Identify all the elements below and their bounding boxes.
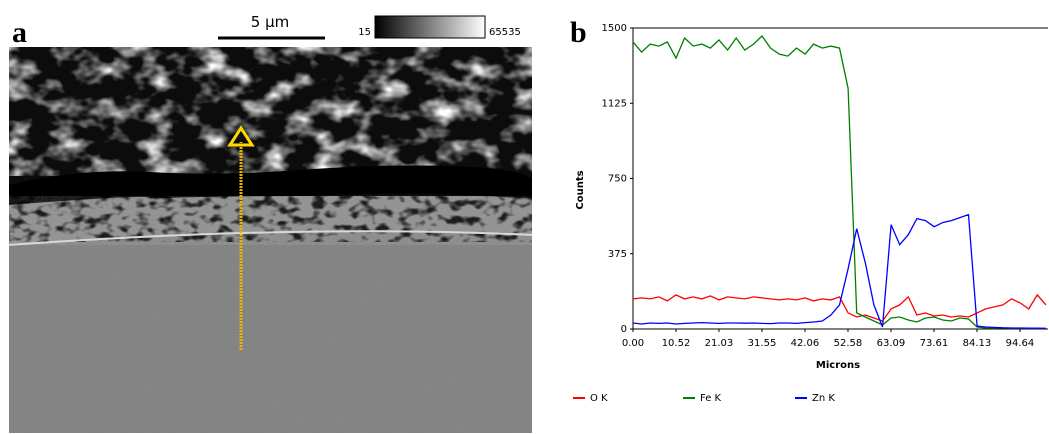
panel-label: b [570,16,587,49]
x-tick-label: 94.64 [1006,338,1035,349]
x-tick-label: 10.52 [662,338,691,349]
legend-label: Fe K [700,393,722,404]
x-tick-label: 73.61 [920,338,949,349]
y-tick-label: 375 [608,249,627,260]
scan-arrow [227,125,255,147]
x-tick-label: 52.58 [834,338,863,349]
data-line [632,213,1046,330]
micrograph [8,46,533,434]
legend-label: Zn K [812,393,835,404]
intensity-bar [374,15,486,39]
x-tick-label: 63.09 [877,338,906,349]
x-axis-title: Microns [816,360,860,371]
y-axis-title: Counts [575,170,586,209]
x-tick-label: 84.13 [963,338,992,349]
y-tick-label: 1500 [602,23,627,34]
x-tick-label: 0.00 [622,338,644,349]
data-line [632,293,1047,322]
panel-label: a [12,16,27,49]
data-line [632,35,1046,330]
intensity-min: 15 [358,27,371,38]
scale-bar-label: 5 μm [251,13,289,31]
x-tick-label: 31.55 [748,338,777,349]
y-tick-label: 750 [608,174,627,185]
y-tick-label: 1125 [602,98,627,109]
y-tick-label: 0 [621,324,627,335]
x-tick-label: 21.03 [705,338,734,349]
x-tick-label: 42.06 [791,338,820,349]
intensity-max: 65535 [489,27,521,38]
legend-label: O K [590,393,608,404]
